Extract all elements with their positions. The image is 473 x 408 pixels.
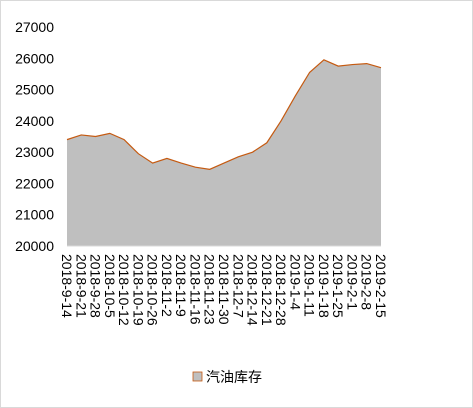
x-tick-label: 2018-9-21 (73, 254, 89, 318)
x-tick-label: 2018-12-28 (273, 254, 289, 326)
x-tick-label: 2018-11-16 (187, 254, 203, 325)
y-tick-label: 24000 (15, 113, 54, 129)
x-tick-label: 2018-10-12 (116, 254, 132, 326)
x-tick-label: 2018-11-2 (159, 254, 175, 317)
y-tick-label: 20000 (15, 238, 54, 254)
y-tick-label: 25000 (15, 82, 54, 98)
legend-label: 汽油库存 (206, 369, 262, 385)
y-tick-label: 26000 (15, 50, 54, 66)
x-tick-label: 2019-1-25 (330, 254, 346, 318)
y-tick-label: 22000 (15, 175, 54, 191)
x-tick-label: 2019-1-4 (287, 254, 303, 310)
x-tick-label: 2018-10-19 (130, 254, 146, 326)
x-tick-label: 2018-9-28 (88, 254, 104, 318)
x-tick-label: 2018-12-7 (230, 254, 246, 318)
area-line (66, 59, 382, 170)
x-tick-label: 2019-2-15 (373, 254, 389, 318)
x-tick-label: 2018-9-14 (59, 254, 75, 318)
x-tick-label: 2018-11-9 (173, 254, 189, 317)
y-tick-label: 23000 (15, 144, 54, 160)
x-tick-label: 2018-10-26 (145, 254, 161, 326)
x-tick-label: 2019-1-18 (316, 254, 332, 318)
y-tick-label: 21000 (15, 207, 54, 223)
x-tick-label: 2018-12-21 (259, 254, 275, 326)
x-tick-label: 2019-2-1 (344, 254, 360, 310)
area (67, 59, 381, 246)
x-tick-label: 2018-11-30 (216, 254, 232, 325)
y-tick-label: 27000 (15, 19, 54, 35)
x-tick-label: 2018-11-23 (202, 254, 218, 325)
x-tick-label: 2019-1-11 (302, 254, 318, 317)
x-tick-label: 2018-10-5 (102, 254, 118, 318)
x-tick-label: 2019-2-8 (359, 254, 375, 310)
legend-swatch (192, 371, 203, 382)
x-tick-label: 2018-12-14 (245, 254, 261, 326)
